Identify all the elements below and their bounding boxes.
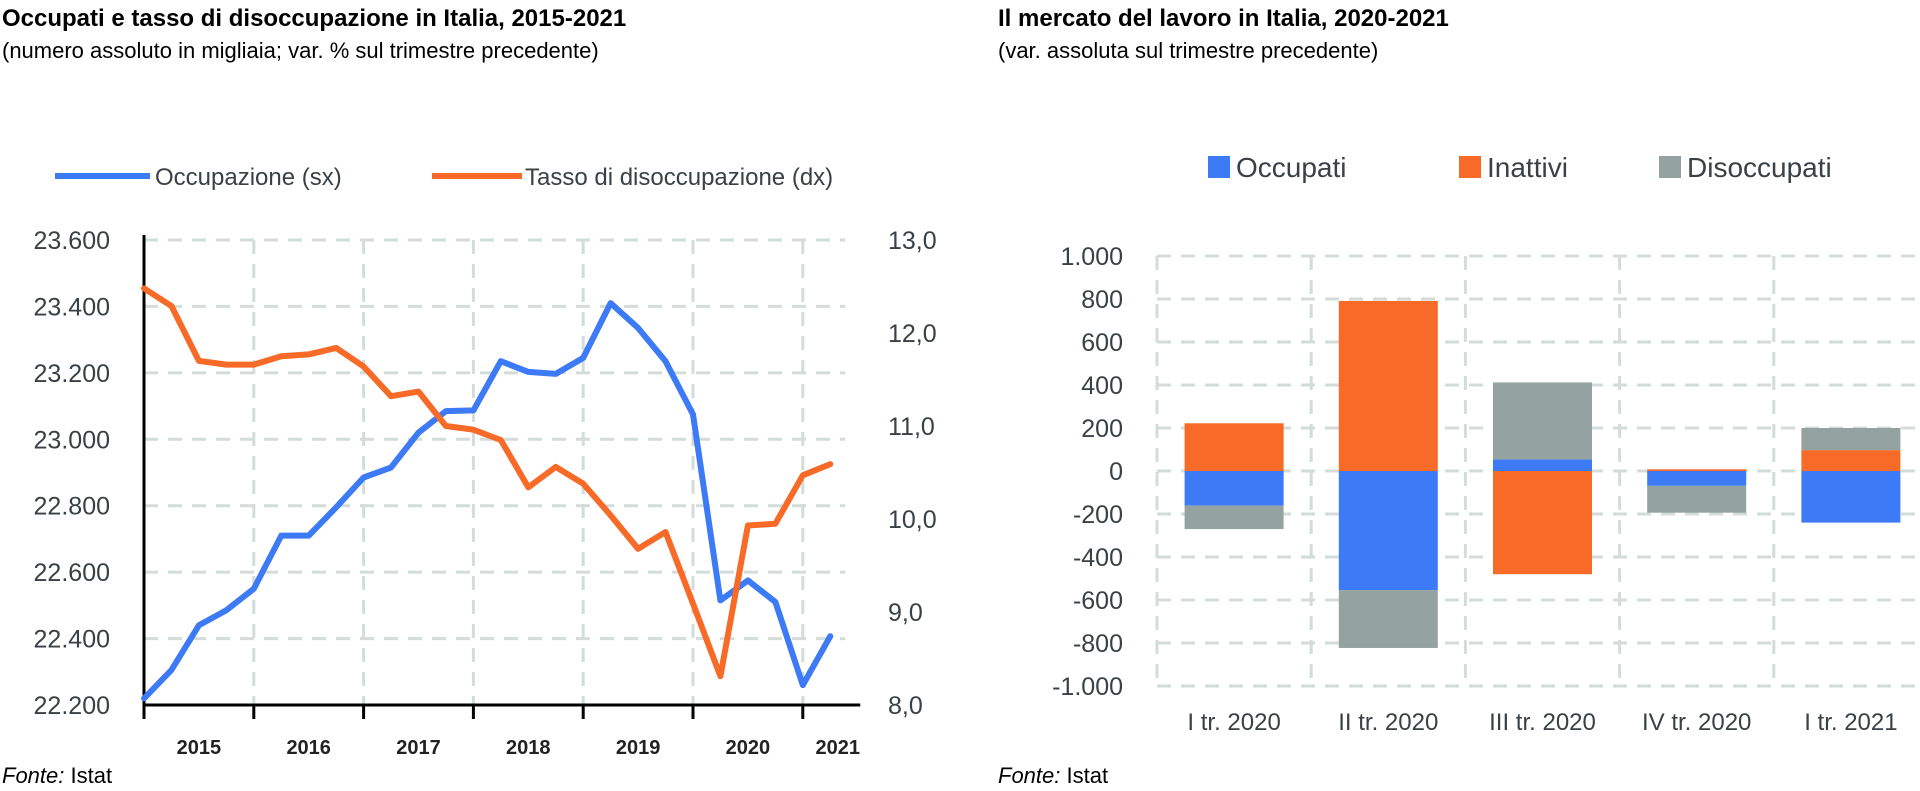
y-tick-label: 0 bbox=[1109, 458, 1123, 486]
tasso-disoccupazione-line bbox=[141, 285, 834, 680]
left-source-name: Istat bbox=[64, 763, 112, 788]
bar-occupati-3 bbox=[1493, 459, 1592, 471]
left-legend: Occupazione (sx) Tasso di disoccupazione… bbox=[55, 164, 833, 191]
bar-disoccupati-4 bbox=[1647, 485, 1747, 513]
right-chart-title: Il mercato del lavoro in Italia, 2020-20… bbox=[998, 5, 1449, 32]
right-source-label: Fonte: bbox=[998, 763, 1060, 788]
y-tick-label: -600 bbox=[1073, 587, 1123, 615]
bar-inattivi-4 bbox=[1647, 469, 1747, 471]
y-tick-label: 1.000 bbox=[1060, 243, 1123, 271]
left-x-axis-labels: 2015 2016 2017 2018 2019 2020 2021 bbox=[177, 737, 860, 759]
y-right-tick-label: 11,0 bbox=[888, 413, 935, 441]
bar-disoccupati-1 bbox=[1184, 505, 1284, 530]
legend-swatch-disoccupati bbox=[1659, 156, 1681, 178]
x-tick-label: 2021 bbox=[816, 737, 861, 759]
legend-swatch-occupati bbox=[1208, 156, 1230, 178]
bar-occupati-4 bbox=[1647, 471, 1747, 486]
bar-occupati-1 bbox=[1184, 471, 1284, 506]
y-right-tick-label: 9,0 bbox=[888, 599, 923, 627]
y-left-tick-label: 22.200 bbox=[34, 692, 110, 720]
right-chart-subtitle: (var. assoluta sul trimestre precedente) bbox=[998, 38, 1378, 63]
y-tick-label: 400 bbox=[1081, 372, 1123, 400]
y-left-tick-label: 22.400 bbox=[34, 626, 110, 654]
legend-swatch-inattivi bbox=[1459, 156, 1481, 178]
bar-inattivi-1 bbox=[1184, 423, 1284, 471]
y-left-tick-label: 23.400 bbox=[34, 293, 110, 321]
y-left-tick-label: 22.600 bbox=[34, 559, 110, 587]
right-chart-x-axis-labels: I tr. 2020 II tr. 2020 III tr. 2020 IV tr. … bbox=[1187, 709, 1897, 736]
x-tick-label: 2020 bbox=[726, 737, 771, 759]
bar-inattivi-3 bbox=[1493, 471, 1592, 575]
left-source-label: Fonte: bbox=[2, 763, 64, 788]
y-left-tick-label: 23.600 bbox=[34, 227, 110, 255]
x-category-label: I tr. 2020 bbox=[1187, 709, 1280, 736]
y-right-tick-label: 13,0 bbox=[888, 227, 937, 255]
y-right-tick-label: 12,0 bbox=[888, 320, 937, 348]
bar-disoccupati-5 bbox=[1801, 428, 1901, 451]
y-left-tick-label: 23.200 bbox=[34, 360, 110, 388]
bar-disoccupati-2 bbox=[1338, 590, 1438, 648]
left-chart-subtitle: (numero assoluto in migliaia; var. % sul… bbox=[2, 38, 599, 63]
x-category-label: II tr. 2020 bbox=[1338, 709, 1438, 736]
x-tick-label: 2016 bbox=[286, 737, 331, 759]
bar-occupati-2 bbox=[1338, 471, 1438, 591]
bar-inattivi-5 bbox=[1801, 450, 1901, 471]
right-y-axis-labels: 13,0 12,0 11,0 10,0 9,0 8,0 bbox=[888, 227, 937, 720]
y-left-tick-label: 23.000 bbox=[34, 426, 110, 454]
x-tick-label: 2019 bbox=[616, 737, 661, 759]
bar-inattivi-2 bbox=[1338, 300, 1438, 471]
y-right-tick-label: 10,0 bbox=[888, 506, 937, 534]
right-legend: Occupati Inattivi Disoccupati bbox=[1208, 152, 1832, 183]
right-chart-bars bbox=[1184, 300, 1901, 648]
y-tick-label: -200 bbox=[1073, 501, 1123, 529]
right-source-name: Istat bbox=[1060, 763, 1108, 788]
right-source: Fonte: Istat bbox=[998, 763, 1108, 788]
right-gridlines bbox=[1155, 254, 1920, 688]
legend-label-inattivi: Inattivi bbox=[1487, 152, 1568, 183]
bar-occupati-5 bbox=[1801, 471, 1901, 523]
x-tick-label: 2015 bbox=[177, 737, 222, 759]
y-tick-label: -1.000 bbox=[1052, 673, 1123, 701]
left-source: Fonte: Istat bbox=[2, 763, 112, 788]
y-right-tick-label: 8,0 bbox=[888, 692, 923, 720]
left-plot-lines bbox=[141, 285, 834, 702]
x-tick-label: 2018 bbox=[506, 737, 551, 759]
x-category-label: IV tr. 2020 bbox=[1642, 709, 1751, 736]
y-tick-label: 800 bbox=[1081, 286, 1123, 314]
x-tick-label: 2017 bbox=[396, 737, 441, 759]
y-tick-label: -800 bbox=[1073, 630, 1123, 658]
left-chart-title: Occupati e tasso di disoccupazione in It… bbox=[2, 5, 626, 32]
x-category-label: I tr. 2021 bbox=[1804, 709, 1897, 736]
bar-disoccupati-3 bbox=[1493, 382, 1592, 460]
y-tick-label: -400 bbox=[1073, 544, 1123, 572]
left-y-axis-labels: 23.600 23.400 23.200 23.000 22.800 22.600 22.4… bbox=[34, 227, 110, 720]
legend-label-tasso: Tasso di disoccupazione (dx) bbox=[525, 164, 833, 191]
x-category-label: III tr. 2020 bbox=[1489, 709, 1596, 736]
legend-label-occupati: Occupati bbox=[1236, 152, 1347, 183]
left-gridlines bbox=[142, 235, 861, 719]
y-tick-label: 200 bbox=[1081, 415, 1123, 443]
y-tick-label: 600 bbox=[1081, 329, 1123, 357]
legend-label-disoccupati: Disoccupati bbox=[1687, 152, 1832, 183]
y-left-tick-label: 22.800 bbox=[34, 493, 110, 521]
legend-label-occupazione: Occupazione (sx) bbox=[155, 164, 342, 191]
occupazione-line bbox=[141, 300, 834, 702]
right-chart-y-axis-labels: 1.000 800 600 400 200 0 -200 -400 -600 -800 -1.000 bbox=[1052, 243, 1123, 701]
